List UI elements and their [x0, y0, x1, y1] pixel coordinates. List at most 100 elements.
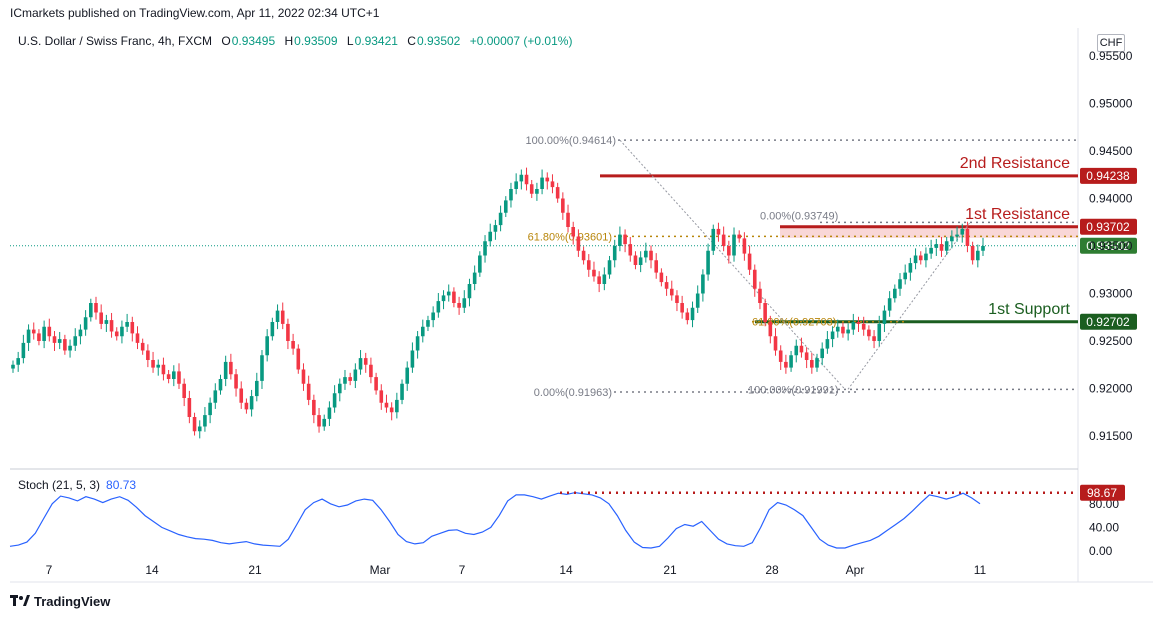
- candle-body: [794, 345, 799, 356]
- candle-body: [358, 358, 363, 370]
- candle-body: [213, 390, 218, 403]
- candle-body: [571, 227, 576, 237]
- candle-body: [301, 369, 306, 384]
- candle-body: [669, 288, 674, 296]
- stoch-y-tick-label: 40.00: [1089, 520, 1119, 534]
- y-tick-label: 0.92000: [1089, 382, 1133, 396]
- second-resistance-line-label: 2nd Resistance: [960, 155, 1070, 172]
- candle-body: [94, 303, 98, 313]
- candle-body: [675, 295, 679, 303]
- candle-body: [104, 320, 109, 324]
- price-tag: [1080, 237, 1137, 254]
- candle-body: [815, 358, 819, 368]
- candle-body: [768, 322, 773, 337]
- candle-body: [296, 348, 301, 370]
- candle-body: [89, 303, 93, 318]
- fib-level-label: 100.00%(0.91991): [748, 384, 839, 396]
- candle-body: [161, 364, 166, 375]
- candle-body: [950, 236, 954, 242]
- candle-body: [763, 303, 767, 322]
- low-value: 0.93421: [354, 34, 398, 48]
- candle-body: [306, 383, 311, 400]
- candle-body: [695, 293, 700, 308]
- candle-body: [57, 339, 62, 343]
- candle-body: [716, 228, 721, 235]
- candle-body: [78, 329, 83, 337]
- candle-body: [514, 181, 518, 189]
- candle-body: [778, 350, 783, 362]
- candle-body: [426, 320, 430, 327]
- open-value: 0.93495: [231, 34, 276, 48]
- candle-body: [146, 350, 150, 360]
- candle-body: [882, 310, 887, 324]
- high-label: H: [284, 34, 294, 48]
- y-tick-label: 0.94000: [1089, 192, 1133, 206]
- candle-body: [529, 184, 534, 194]
- published-by-label: ICmarkets published on TradingView.com, …: [10, 6, 380, 20]
- candle-body: [680, 303, 684, 313]
- candle-body: [37, 333, 41, 341]
- candle-body: [509, 189, 513, 201]
- candle-body: [612, 246, 617, 261]
- candle-body: [488, 231, 493, 242]
- candle-body: [478, 255, 482, 273]
- candle-body: [566, 212, 570, 227]
- candle-body: [623, 234, 627, 245]
- stoch-legend: Stoch (21, 5, 3) 80.73: [18, 478, 136, 492]
- price-tag: [1080, 167, 1137, 184]
- tradingview-footer: TradingView: [10, 594, 110, 610]
- candle-body: [120, 326, 124, 337]
- candle-body: [654, 260, 659, 273]
- candle-body: [172, 371, 176, 379]
- candle-body: [918, 255, 923, 261]
- candle-body: [363, 358, 368, 365]
- candle-body: [773, 336, 778, 351]
- candle-body: [369, 364, 373, 378]
- candle-body: [929, 247, 933, 254]
- candle-body: [503, 200, 508, 213]
- fib-level-label: 0.00%(0.91963): [534, 387, 612, 399]
- close-label: C: [407, 34, 416, 48]
- candle-body: [327, 407, 332, 419]
- currency-button[interactable]: CHF: [1097, 34, 1125, 52]
- candle-body: [872, 336, 876, 341]
- candle-body: [898, 279, 902, 289]
- candle-body: [887, 298, 892, 311]
- candle-body: [166, 374, 171, 379]
- candle-body: [395, 399, 399, 413]
- y-tick-label: 0.93000: [1089, 287, 1133, 301]
- stoch-tag-label: 98.67: [1087, 486, 1117, 500]
- candle-body: [934, 244, 939, 248]
- candle-body: [939, 244, 944, 251]
- close-value: 0.93502: [416, 34, 461, 48]
- candle-body: [130, 322, 135, 334]
- candle-body: [218, 379, 223, 391]
- candle-body: [561, 198, 565, 213]
- x-tick-label: 11: [974, 563, 987, 577]
- candle-body: [68, 345, 72, 351]
- candle-body: [644, 250, 648, 258]
- candle-body: [550, 181, 555, 188]
- candle-body: [400, 383, 404, 400]
- candle-body: [752, 269, 757, 289]
- price-tag-label: 0.92702: [1086, 315, 1130, 329]
- candle-body: [555, 187, 560, 199]
- y-tick-label: 0.93500: [1089, 239, 1133, 253]
- candle-body: [197, 426, 202, 432]
- candle-body: [73, 336, 78, 346]
- candle-body: [498, 212, 503, 226]
- x-tick-label: 7: [46, 563, 53, 577]
- candle-body: [291, 341, 295, 349]
- candle-body: [99, 312, 103, 324]
- candle-body: [260, 355, 264, 381]
- candle-body: [976, 250, 980, 261]
- candle-body: [664, 282, 669, 289]
- candle-body: [389, 407, 394, 413]
- candle-body: [597, 276, 601, 284]
- change-value: +0.00007 (+0.01%): [469, 34, 573, 48]
- candle-body: [31, 329, 36, 334]
- x-tick-label: Mar: [370, 563, 391, 577]
- candle-body: [535, 189, 539, 194]
- candle-body: [415, 336, 420, 351]
